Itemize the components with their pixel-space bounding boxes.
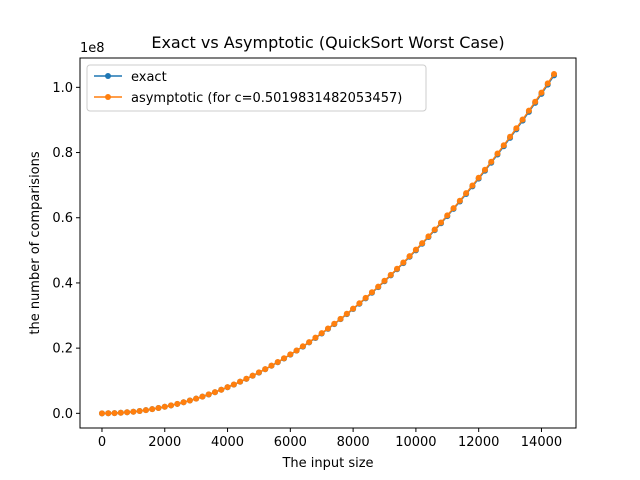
series-1-point <box>143 407 149 413</box>
series-1-point <box>300 343 306 349</box>
y-axis-label: the number of comparisions <box>28 151 43 335</box>
series-1-point <box>520 117 526 123</box>
series-1-point <box>413 247 419 253</box>
series-1-point <box>112 410 118 416</box>
series-1-point <box>118 410 124 416</box>
series-1-point <box>174 401 180 407</box>
series-1-point <box>155 405 161 411</box>
x-tick-label: 6000 <box>274 435 307 450</box>
series-1-point <box>124 409 130 415</box>
series-1-point <box>451 205 457 211</box>
series-1-point <box>137 408 143 414</box>
y-tick-label: 0.6 <box>52 211 73 226</box>
series-1-point <box>356 300 362 306</box>
series-1-point <box>457 198 463 204</box>
series-1-point <box>394 266 400 272</box>
series-1-point <box>407 253 413 259</box>
series-1-point <box>281 355 287 361</box>
series-1-point <box>99 410 105 416</box>
series-1-point <box>250 373 256 379</box>
series-1-point <box>256 369 262 375</box>
y-offset-label: 1e8 <box>80 41 105 56</box>
x-tick-label: 4000 <box>211 435 244 450</box>
y-tick-label: 0.8 <box>52 146 73 161</box>
series-1-point <box>237 379 243 385</box>
series-1-point <box>501 142 507 148</box>
series-1-point <box>369 289 375 295</box>
series-1-point <box>105 410 111 416</box>
series-1-point <box>306 339 312 345</box>
series-1-point <box>312 335 318 341</box>
series-1-point <box>212 389 218 395</box>
series-1-point <box>513 125 519 131</box>
series-1-point <box>438 219 444 225</box>
series-1-point <box>149 406 155 412</box>
series-1-point <box>231 381 237 387</box>
series-1-point <box>375 284 381 290</box>
series-1-point <box>344 311 350 317</box>
series-1-point <box>319 330 325 336</box>
series-1-point <box>400 260 406 266</box>
series-1-point <box>526 108 532 114</box>
series-1-point <box>268 363 274 369</box>
series-1-point <box>507 134 513 140</box>
series-1-point <box>463 190 469 196</box>
series-1-point <box>275 359 281 365</box>
series-1-point <box>262 366 268 372</box>
series-1-point <box>243 376 249 382</box>
x-tick-label: 0 <box>98 435 106 450</box>
series-1-point <box>388 272 394 278</box>
x-axis-label: The input size <box>281 456 373 471</box>
series-1-point <box>181 399 187 405</box>
series-1-point <box>294 347 300 353</box>
series-1-point <box>444 212 450 218</box>
y-tick-label: 0.2 <box>52 342 73 357</box>
series-1-point <box>287 351 293 357</box>
x-tick-label: 10000 <box>395 435 436 450</box>
y-tick-label: 1.0 <box>52 81 73 96</box>
series-1-point <box>325 326 331 332</box>
series-1-point <box>162 404 168 410</box>
series-1-point <box>225 384 231 390</box>
legend: exact asymptotic (for c=0.50198314820534… <box>87 65 426 111</box>
chart-title: Exact vs Asymptotic (QuickSort Worst Cas… <box>151 33 504 52</box>
y-tick-label: 0.0 <box>52 407 73 422</box>
series-1-point <box>130 409 136 415</box>
series-1-point <box>551 71 557 77</box>
y-tick-label: 0.4 <box>52 276 73 291</box>
series-1-point <box>538 90 544 96</box>
series-1-point <box>476 175 482 181</box>
series-1-point <box>495 151 501 157</box>
x-tick-label: 12000 <box>458 435 499 450</box>
series-1-point <box>382 278 388 284</box>
legend-marker-asymptotic <box>105 94 111 100</box>
legend-label-exact: exact <box>131 70 167 85</box>
series-1-point <box>331 321 337 327</box>
series-1-point <box>338 316 344 322</box>
series-1-point <box>425 233 431 239</box>
series-1-point <box>488 159 494 165</box>
series-1-point <box>206 391 212 397</box>
series-1-point <box>432 226 438 232</box>
series-1-point <box>193 396 199 402</box>
x-tick-label: 8000 <box>337 435 370 450</box>
x-tick-label: 2000 <box>148 435 181 450</box>
series-1-point <box>482 167 488 173</box>
series-1-point <box>469 183 475 189</box>
series-1-point <box>545 80 551 86</box>
series-1-point <box>350 306 356 312</box>
series-1-point <box>532 99 538 105</box>
legend-marker-exact <box>105 73 111 79</box>
x-tick-label: 14000 <box>521 435 562 450</box>
legend-label-asymptotic: asymptotic (for c=0.5019831482053457) <box>131 91 402 106</box>
series-1-point <box>187 397 193 403</box>
series-1-point <box>363 295 369 301</box>
series-1-point <box>168 402 174 408</box>
series-1-point <box>419 240 425 246</box>
series-1-point <box>218 387 224 393</box>
series-1-point <box>199 394 205 400</box>
